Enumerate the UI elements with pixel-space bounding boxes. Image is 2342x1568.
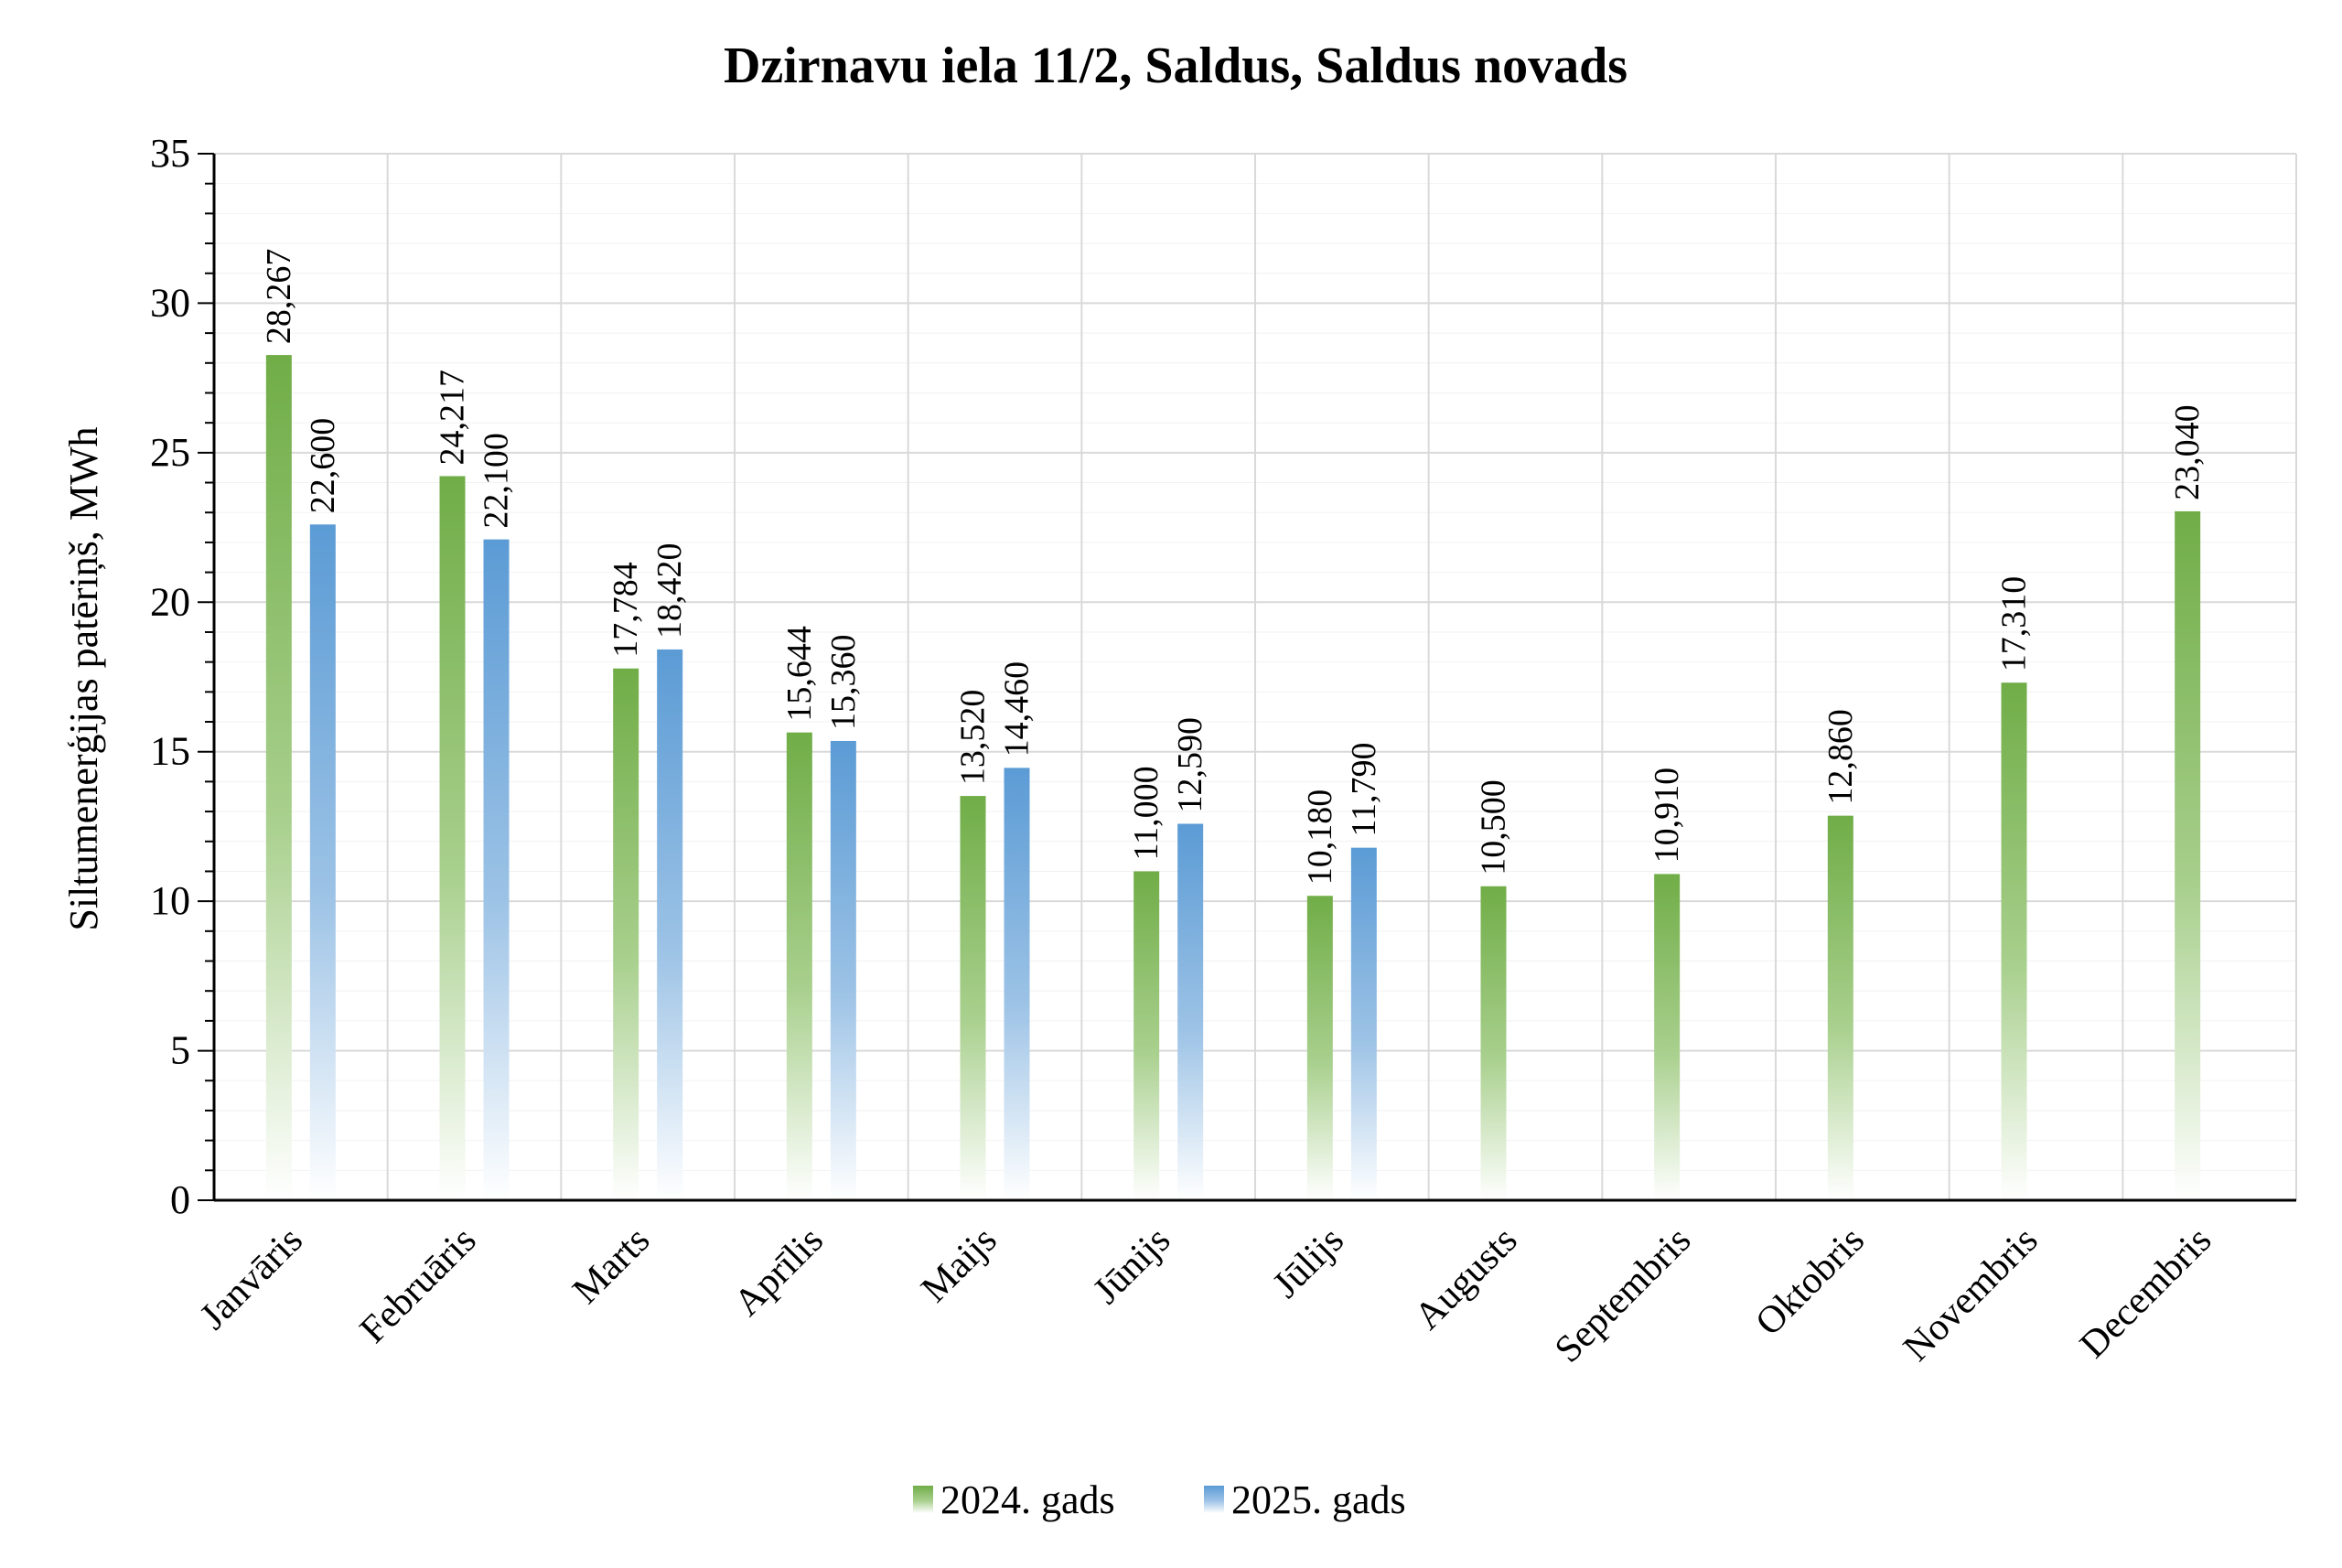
- data-label: 12,590: [1171, 717, 1209, 813]
- data-label: 18,420: [650, 542, 689, 639]
- x-tick-label: Septembris: [1547, 1219, 1699, 1371]
- bar-2024-2: [439, 476, 466, 1200]
- x-tick-label: Decembris: [2072, 1219, 2219, 1367]
- data-label: 12,860: [1821, 709, 1860, 805]
- bars: [265, 355, 2201, 1201]
- bar-2024-9: [1654, 874, 1681, 1200]
- bar-2025-1: [309, 524, 336, 1200]
- x-tick-label: Augusts: [1407, 1219, 1526, 1338]
- y-tick-labels: 0 5 10 15 20 25 30 35: [150, 131, 190, 1222]
- bar-2025-7: [1350, 847, 1377, 1200]
- y-axis-label: Siltumenerģijas patēriņš, MWh: [61, 426, 106, 930]
- bar-2025-6: [1177, 823, 1204, 1200]
- x-tick-label: Janvāris: [192, 1219, 311, 1338]
- bar-2024-11: [2001, 682, 2027, 1200]
- y-tick-label: 0: [170, 1177, 190, 1222]
- data-label: 17,310: [1995, 576, 2034, 672]
- bar-2024-8: [1480, 886, 1507, 1200]
- data-label: 28,267: [260, 249, 298, 345]
- chart-title: Dzirnavu iela 11/2, Saldus, Saldus novad…: [724, 38, 1628, 94]
- x-tick-label: Aprīlis: [726, 1219, 832, 1325]
- axes: [198, 153, 2296, 1202]
- y-tick-label: 10: [150, 878, 190, 923]
- x-tick-label: Marts: [564, 1219, 658, 1313]
- data-label: 13,520: [954, 690, 993, 786]
- y-tick-label: 5: [170, 1028, 190, 1073]
- data-label: 14,460: [998, 661, 1037, 757]
- bar-2024-6: [1133, 871, 1160, 1200]
- y-tick-label: 35: [150, 131, 190, 176]
- bar-2025-3: [657, 649, 683, 1200]
- bar-2025-5: [1004, 768, 1030, 1200]
- data-label: 15,360: [824, 634, 863, 729]
- bar-2024-3: [613, 668, 639, 1200]
- data-label: 24,217: [434, 370, 472, 466]
- x-tick-label: Jūlijs: [1265, 1219, 1352, 1306]
- data-labels: 28,267 24,217 17,784 15,644 13,520 11,000 10,1…: [260, 249, 2207, 886]
- y-tick-label: 20: [150, 579, 190, 624]
- x-tick-label: Maijs: [913, 1219, 1004, 1311]
- x-tick-label: Oktobris: [1747, 1219, 1872, 1344]
- legend: 2024. gads 2025. gads: [913, 1477, 1406, 1522]
- data-label: 17,784: [607, 562, 645, 658]
- bar-2025-2: [483, 539, 510, 1200]
- x-tick-label: Jūnijs: [1085, 1219, 1178, 1313]
- y-tick-label: 25: [150, 430, 190, 475]
- data-label: 11,000: [1127, 766, 1166, 860]
- data-label: 23,040: [2168, 404, 2207, 500]
- legend-swatch: [913, 1486, 933, 1513]
- legend-swatch: [1204, 1486, 1224, 1513]
- data-label: 15,644: [780, 626, 819, 722]
- y-tick-label: 15: [150, 729, 190, 774]
- bar-2024-1: [265, 355, 292, 1201]
- data-label: 10,910: [1648, 768, 1686, 864]
- bar-2024-12: [2175, 510, 2201, 1200]
- bar-2024-4: [786, 732, 812, 1200]
- legend-label: 2024. gads: [940, 1477, 1115, 1522]
- bar-2024-5: [960, 796, 986, 1200]
- x-tick-label: Februāris: [352, 1219, 485, 1352]
- bar-2024-10: [1827, 815, 1853, 1200]
- data-label: 10,500: [1475, 779, 1513, 875]
- data-label: 10,180: [1301, 789, 1339, 886]
- data-label: 22,600: [304, 418, 342, 514]
- bar-2025-4: [830, 740, 856, 1200]
- x-tick-label: Novembris: [1896, 1219, 2047, 1370]
- legend-label: 2025. gads: [1231, 1477, 1406, 1522]
- bar-2024-7: [1306, 896, 1333, 1200]
- data-label: 11,790: [1345, 743, 1383, 837]
- y-tick-label: 30: [150, 280, 190, 325]
- x-tick-labels: Janvāris Februāris Marts Aprīlis Maijs Jūnijs…: [192, 1219, 2219, 1371]
- data-label: 22,100: [478, 433, 516, 529]
- gridlines: [214, 153, 2297, 1200]
